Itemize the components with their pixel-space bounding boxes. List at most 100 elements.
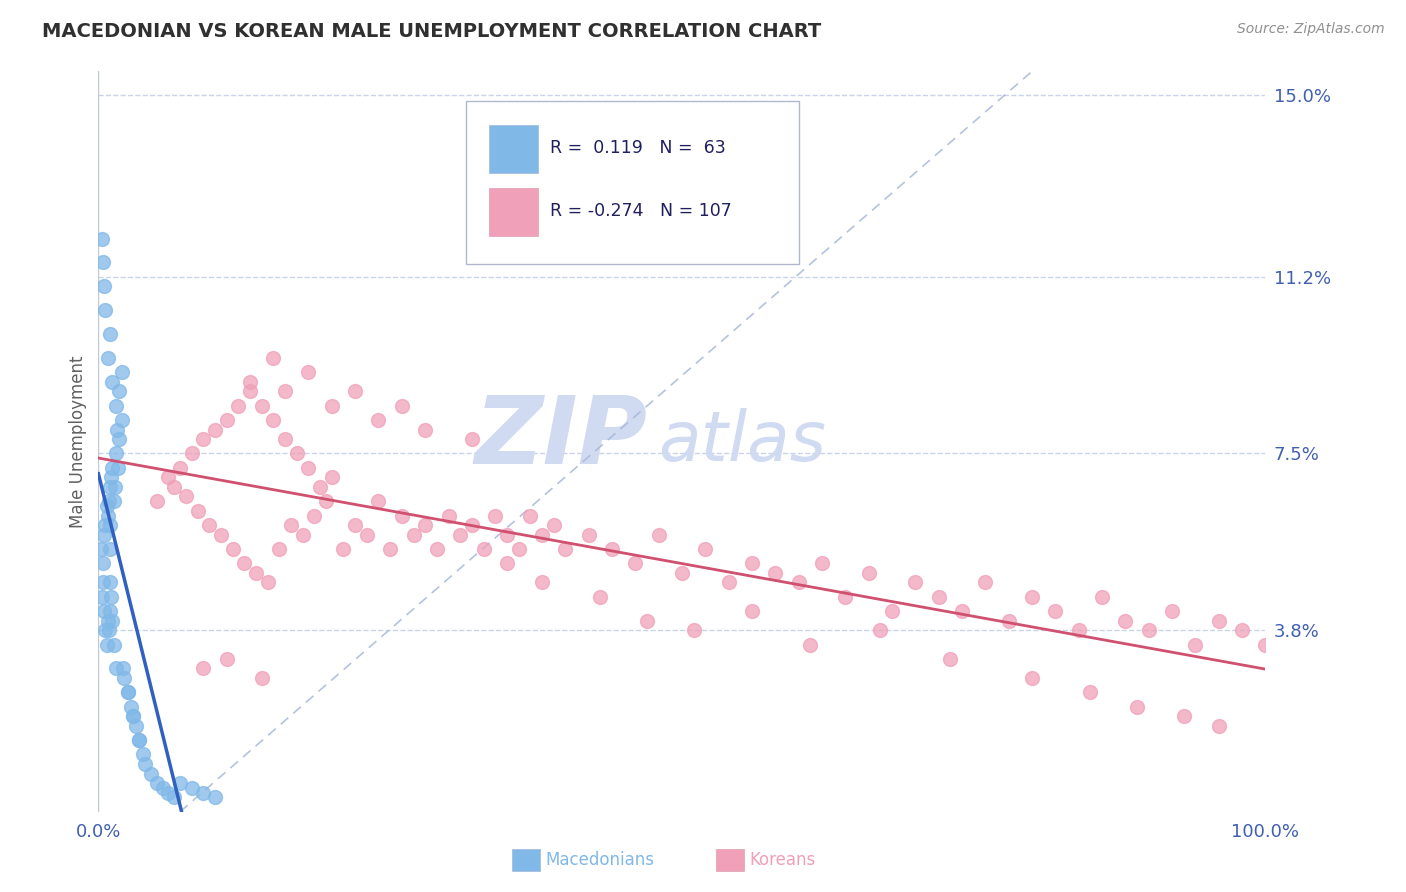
Point — [103, 494, 125, 508]
Text: Koreans: Koreans — [749, 851, 815, 869]
Point — [332, 541, 354, 556]
Point — [91, 575, 114, 590]
Point — [152, 780, 174, 795]
Text: R = -0.274   N = 107: R = -0.274 N = 107 — [550, 202, 731, 219]
Point — [146, 494, 169, 508]
Point — [1208, 719, 1230, 733]
Point — [413, 423, 436, 437]
Text: MACEDONIAN VS KOREAN MALE UNEMPLOYMENT CORRELATION CHART: MACEDONIAN VS KOREAN MALE UNEMPLOYMENT C… — [42, 22, 821, 41]
Point — [321, 470, 343, 484]
Point — [496, 557, 519, 571]
Point — [209, 527, 232, 541]
Point — [578, 527, 600, 541]
Point — [519, 508, 541, 523]
Point — [787, 575, 810, 590]
Point — [157, 470, 180, 484]
Point — [122, 709, 145, 723]
Point — [530, 527, 553, 541]
Point — [367, 413, 389, 427]
Point — [367, 494, 389, 508]
Point — [97, 508, 120, 523]
Point — [128, 733, 150, 747]
FancyBboxPatch shape — [489, 126, 538, 173]
Point — [344, 518, 367, 533]
Point — [101, 614, 124, 628]
Point — [950, 604, 973, 618]
Point — [97, 494, 120, 508]
Text: R =  0.119   N =  63: R = 0.119 N = 63 — [550, 138, 725, 157]
Point — [112, 671, 135, 685]
Point — [1067, 624, 1090, 638]
Point — [928, 590, 950, 604]
Point — [472, 541, 495, 556]
Point — [90, 590, 112, 604]
FancyBboxPatch shape — [465, 101, 799, 264]
Point — [811, 557, 834, 571]
Point — [834, 590, 856, 604]
Point — [97, 351, 120, 365]
Point — [1184, 638, 1206, 652]
Point — [589, 590, 612, 604]
Point — [904, 575, 927, 590]
Point — [344, 384, 367, 399]
Point — [98, 604, 121, 618]
Point — [1230, 624, 1253, 638]
Point — [198, 518, 221, 533]
Point — [128, 733, 150, 747]
Point — [187, 504, 209, 518]
Point — [636, 614, 658, 628]
Point — [98, 575, 121, 590]
Point — [1208, 614, 1230, 628]
Point — [1021, 671, 1043, 685]
Point — [132, 747, 155, 762]
Point — [391, 508, 413, 523]
Point — [228, 399, 250, 413]
Point — [274, 384, 297, 399]
Point — [1137, 624, 1160, 638]
Point — [93, 527, 115, 541]
Point — [530, 575, 553, 590]
Point — [204, 423, 226, 437]
Point — [93, 279, 115, 293]
Point — [1161, 604, 1184, 618]
Point — [461, 518, 484, 533]
Point — [193, 786, 215, 800]
Point — [543, 518, 565, 533]
Point — [174, 490, 197, 504]
Point — [997, 614, 1019, 628]
Text: Macedonians: Macedonians — [546, 851, 655, 869]
Point — [1126, 699, 1149, 714]
Point — [799, 638, 821, 652]
Point — [262, 351, 284, 365]
Point — [107, 460, 129, 475]
Point — [101, 375, 124, 389]
Point — [717, 575, 740, 590]
Point — [449, 527, 471, 541]
Point — [94, 303, 117, 318]
Point — [96, 499, 118, 513]
Point — [682, 624, 704, 638]
Point — [204, 790, 226, 805]
Y-axis label: Male Unemployment: Male Unemployment — [69, 355, 87, 528]
Point — [215, 413, 238, 427]
Point — [1173, 709, 1195, 723]
Point — [180, 780, 202, 795]
Point — [600, 541, 623, 556]
Point — [426, 541, 449, 556]
Point — [741, 557, 763, 571]
Point — [104, 446, 127, 460]
Point — [304, 508, 326, 523]
Point — [880, 604, 903, 618]
Point — [157, 786, 180, 800]
Point — [1254, 638, 1277, 652]
Point — [1080, 685, 1102, 699]
Point — [91, 255, 114, 269]
Point — [269, 541, 291, 556]
Point — [100, 470, 122, 484]
Point — [101, 460, 124, 475]
Point — [939, 652, 962, 666]
Point — [117, 685, 139, 699]
Point — [233, 557, 256, 571]
Point — [93, 604, 115, 618]
Point — [180, 446, 202, 460]
